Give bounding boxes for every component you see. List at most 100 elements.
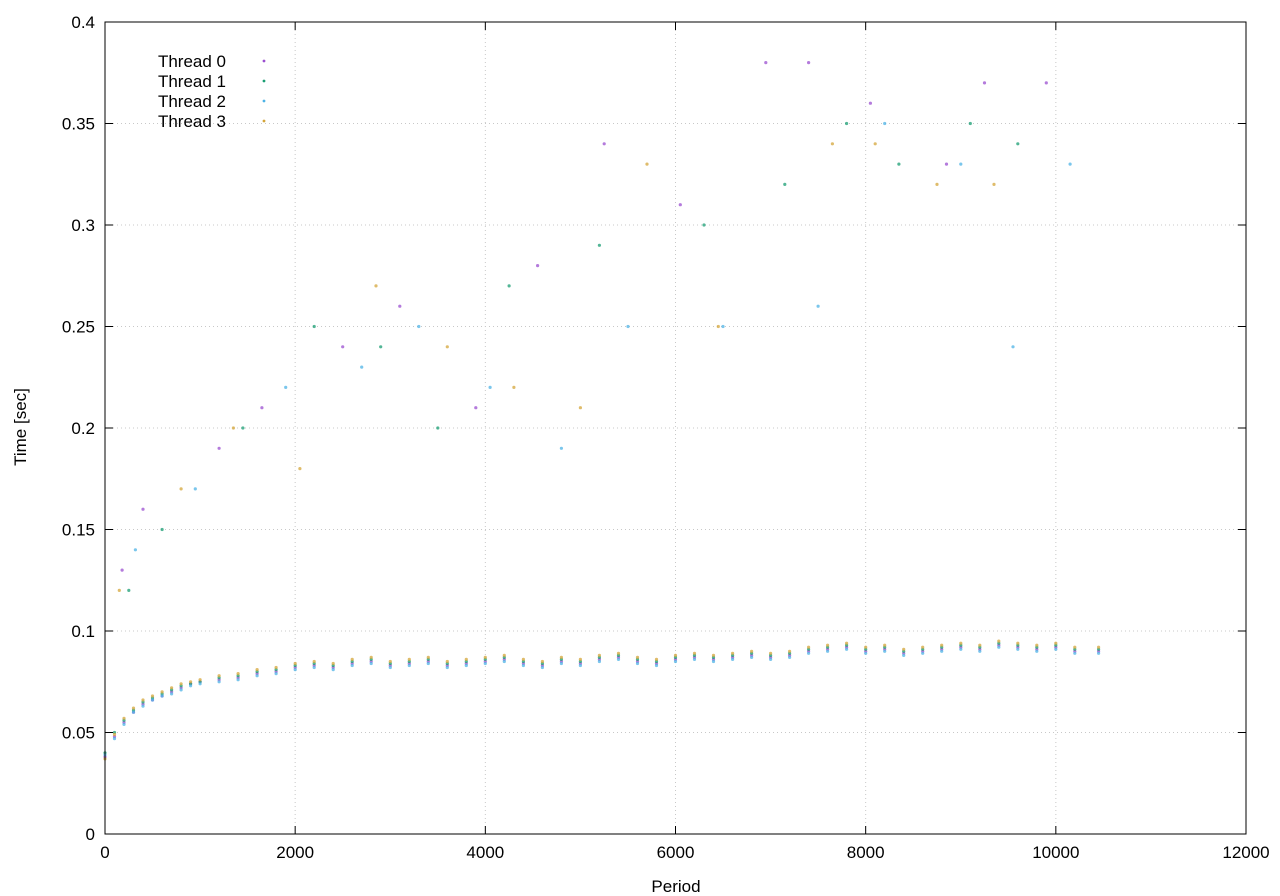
data-point [1054,641,1058,645]
data-point [217,446,221,450]
data-point [120,568,124,572]
data-point [678,203,682,207]
data-point [141,704,145,708]
data-point [160,690,164,694]
data-point [193,487,197,491]
legend-marker [262,59,266,63]
data-point [597,659,602,664]
data-point [578,406,583,410]
data-point [236,678,240,682]
data-point [189,684,193,688]
data-point [702,223,706,227]
data-point [474,406,478,410]
data-point [502,659,506,664]
data-point [788,655,792,660]
data-point [1097,645,1101,649]
data-point [635,661,640,666]
legend-marker [262,119,266,123]
data-point [830,142,835,146]
data-point [445,345,449,349]
data-point [807,645,811,649]
data-point [131,710,136,714]
data-point [160,527,164,532]
data-point [198,682,202,686]
data-point [350,663,354,668]
data-point [845,647,849,651]
data-point [133,548,137,552]
data-point [284,385,288,389]
data-point [783,182,787,186]
data-point [1073,651,1077,655]
data-point [150,698,155,702]
data-point [940,643,944,647]
data-point [750,655,754,660]
data-point [826,649,830,653]
data-point [807,651,811,655]
data-point [673,653,678,658]
data-point [160,694,164,698]
data-point [1016,142,1020,146]
y-tick-label: 0.4 [71,13,95,32]
data-point [150,694,155,698]
axis-ticks: 0 2000 4000 6000 8000 10000 12000 0 0.05 0.1 0.15 0… [62,13,1270,862]
x-tick-label: 2000 [276,843,314,862]
legend-label: Thread 2 [158,92,226,111]
data-point [807,61,811,65]
y-tick-label: 0.1 [71,622,95,641]
legend-marker [262,79,266,83]
data-point [464,663,468,668]
data-point [540,665,545,670]
data-point [521,663,526,668]
data-point [1016,641,1020,645]
data-point [112,737,117,741]
data-points [103,61,1101,761]
data-point [626,324,630,329]
data-point [635,655,640,660]
data-point [721,324,725,329]
data-point [769,651,773,655]
data-point [711,653,716,658]
y-tick-label: 0.15 [62,521,95,540]
data-point [826,643,830,647]
data-point [654,663,659,668]
data-point [122,716,126,720]
data-point [816,304,820,308]
data-point [1054,647,1058,651]
data-point [731,657,735,662]
data-point [521,657,526,662]
data-point [868,101,873,105]
y-tick-label: 0.05 [62,724,95,743]
data-point [312,324,316,329]
data-point [1011,345,1015,349]
data-point [483,661,487,666]
data-point [198,678,202,682]
legend-label: Thread 0 [158,52,226,71]
series-2-points [103,121,1101,757]
data-point [1035,643,1039,647]
data-point [360,365,364,369]
data-point [483,655,487,660]
data-point [141,698,145,702]
data-point [331,661,335,666]
data-point [921,651,925,655]
legend-label: Thread 1 [158,72,226,91]
x-tick-label: 8000 [847,843,885,862]
x-tick-label: 6000 [657,843,695,862]
y-axis-label: Time [sec] [11,388,30,466]
data-point [236,672,240,676]
data-point [369,661,373,666]
data-point [845,641,849,645]
data-point [540,659,545,664]
data-point [274,672,278,676]
data-point [654,657,659,662]
data-point [873,142,877,146]
data-point [293,668,297,672]
data-point [341,345,345,349]
data-point [502,653,506,658]
data-point [507,284,511,288]
data-point [673,659,678,664]
data-point [179,682,183,686]
data-point [112,732,117,737]
